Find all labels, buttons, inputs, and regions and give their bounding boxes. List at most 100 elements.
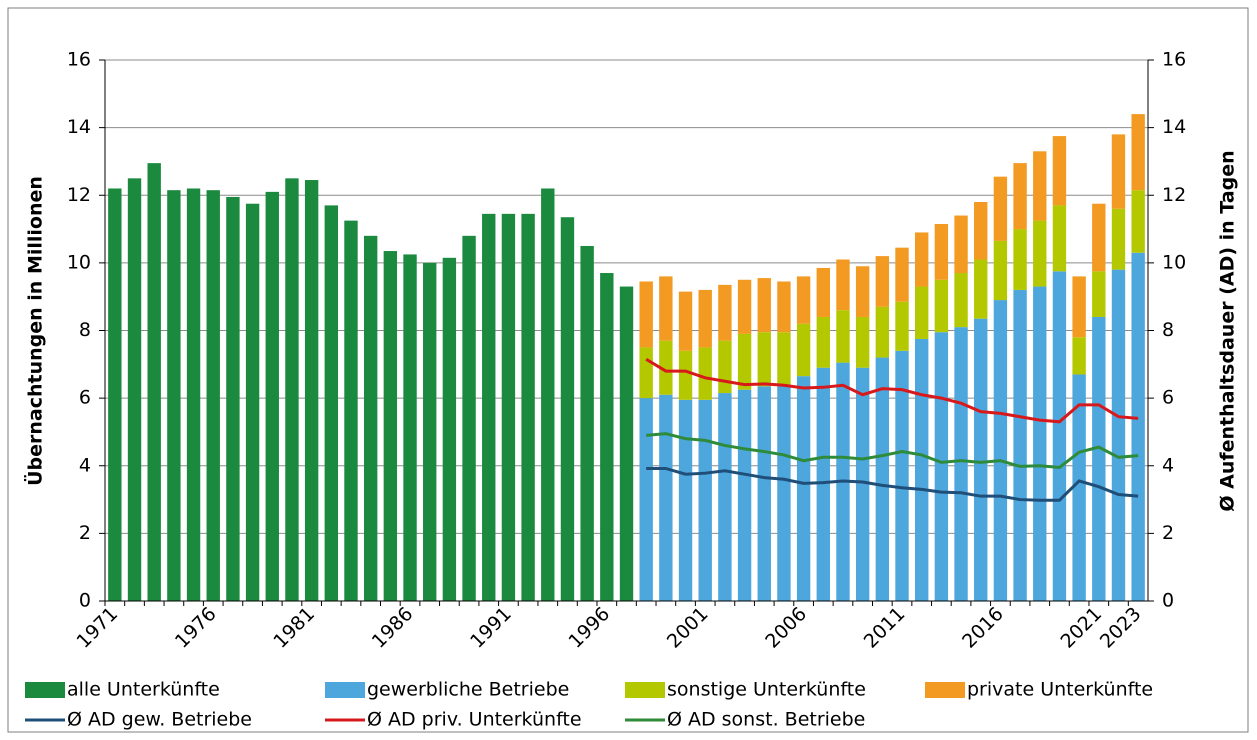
bar xyxy=(836,259,850,311)
bar xyxy=(639,281,653,348)
bar xyxy=(895,301,909,351)
legend-label: Ø AD priv. Unterkünfte xyxy=(367,709,582,731)
y2-tick-label: 10 xyxy=(1162,251,1186,273)
bar xyxy=(1111,269,1126,601)
y-tick-label: 4 xyxy=(79,454,91,476)
y-tick-label: 8 xyxy=(79,319,91,341)
legend-label: gewerbliche Betriebe xyxy=(367,679,569,701)
legend-swatch xyxy=(625,682,665,698)
bar xyxy=(836,310,850,363)
bar xyxy=(1013,229,1027,290)
bar xyxy=(914,232,929,287)
legend-label: sonstige Unterkünfte xyxy=(667,679,866,701)
bar xyxy=(167,190,181,601)
bar xyxy=(1111,208,1126,270)
bar xyxy=(1131,114,1145,191)
bar xyxy=(993,176,1008,241)
bar xyxy=(698,399,712,601)
bar xyxy=(1013,163,1027,230)
bar xyxy=(875,357,890,601)
bar xyxy=(659,276,673,341)
bar xyxy=(993,240,1008,301)
bar xyxy=(678,291,693,351)
legend-label: Ø AD sonst. Betriebe xyxy=(667,709,865,731)
bar xyxy=(245,203,260,601)
bar xyxy=(737,389,752,601)
bar xyxy=(206,190,220,601)
bar xyxy=(501,213,516,602)
y-tick-label: 2 xyxy=(79,522,91,544)
bar xyxy=(265,191,279,601)
bar xyxy=(304,180,319,602)
bar xyxy=(855,266,870,317)
bar xyxy=(974,202,988,260)
bar xyxy=(875,256,890,307)
bar xyxy=(816,267,830,317)
legend-label: private Unterkünfte xyxy=(967,679,1153,701)
bar xyxy=(659,340,673,395)
y-tick-label: 0 xyxy=(79,590,91,612)
bar xyxy=(914,286,929,339)
bar xyxy=(639,398,653,601)
bar xyxy=(442,257,457,601)
legend-label: alle Unterkünfte xyxy=(67,679,220,701)
legend-swatch xyxy=(325,682,365,698)
bar xyxy=(108,188,122,602)
bar xyxy=(1052,205,1067,272)
bar xyxy=(659,394,673,601)
y2-tick-label: 16 xyxy=(1162,49,1186,71)
y2-axis-label: Ø Aufenthaltsdauer (AD) in Tagen xyxy=(1217,150,1239,511)
bar xyxy=(1052,271,1067,601)
y2-tick-label: 2 xyxy=(1162,522,1174,544)
bar xyxy=(757,278,771,333)
bar xyxy=(974,318,988,601)
bar xyxy=(757,332,771,387)
bar xyxy=(796,323,811,377)
bar xyxy=(639,347,653,399)
bar xyxy=(895,247,909,302)
bar xyxy=(1052,136,1067,206)
bar xyxy=(285,178,299,601)
bar xyxy=(619,286,634,601)
legend-label: Ø AD gew. Betriebe xyxy=(67,709,252,731)
bar xyxy=(678,350,693,400)
legend-swatch xyxy=(925,682,965,698)
bar xyxy=(1092,203,1106,272)
bar xyxy=(403,254,417,601)
bar xyxy=(974,259,988,319)
bar xyxy=(718,393,732,601)
bar xyxy=(1072,374,1086,601)
bar xyxy=(127,178,142,601)
bar xyxy=(186,188,201,602)
bar xyxy=(796,276,811,324)
y-tick-label: 6 xyxy=(79,387,91,409)
bar xyxy=(777,281,791,333)
y2-tick-label: 14 xyxy=(1162,116,1186,138)
bar xyxy=(757,386,771,601)
bar xyxy=(1092,316,1106,601)
y2-tick-label: 6 xyxy=(1162,387,1174,409)
bar xyxy=(147,163,161,602)
y-tick-label: 14 xyxy=(67,116,91,138)
bar xyxy=(344,220,358,601)
bar xyxy=(1072,337,1086,375)
y2-tick-label: 0 xyxy=(1162,590,1174,612)
bar xyxy=(541,188,555,602)
bar xyxy=(914,338,929,601)
y2-tick-label: 12 xyxy=(1162,184,1186,206)
bar xyxy=(718,284,732,341)
bar xyxy=(1013,289,1027,601)
bar xyxy=(796,376,811,601)
bar xyxy=(737,279,752,334)
bar xyxy=(1072,276,1086,338)
bar xyxy=(580,245,594,601)
y-tick-label: 10 xyxy=(67,251,91,273)
bar xyxy=(1033,286,1047,601)
bar xyxy=(600,273,614,601)
bar xyxy=(816,367,830,601)
bar xyxy=(993,300,1008,601)
y-tick-label: 16 xyxy=(67,49,91,71)
bar xyxy=(1111,134,1126,209)
bar xyxy=(855,367,870,601)
